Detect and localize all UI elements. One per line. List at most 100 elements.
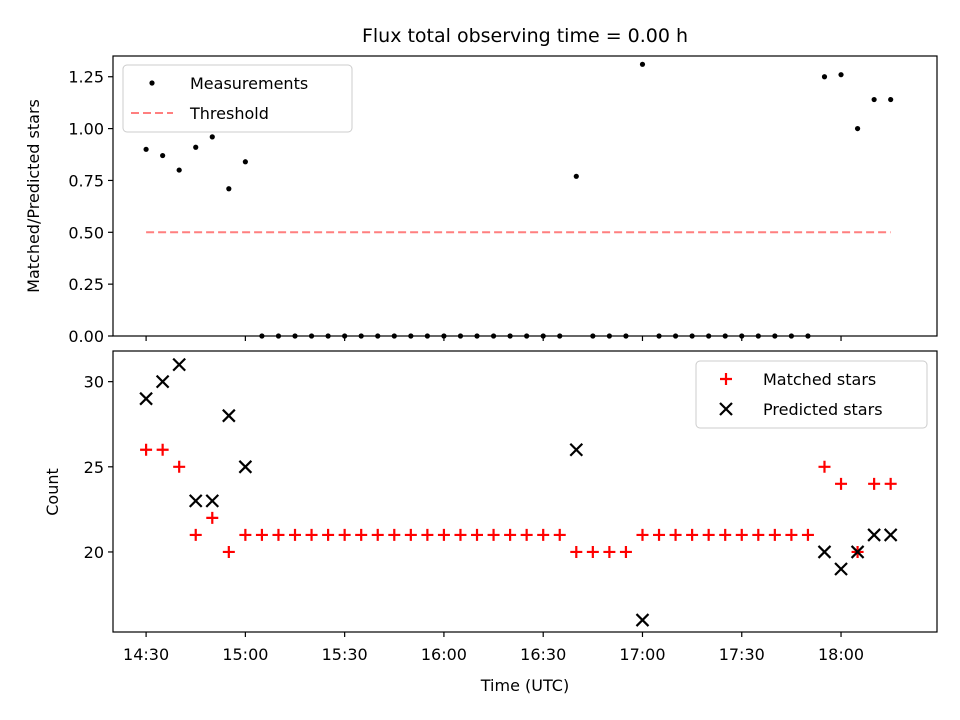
matched-star-point bbox=[603, 545, 616, 558]
bottom-legend-box bbox=[695, 360, 928, 429]
matched-star-point bbox=[735, 528, 748, 541]
matched-star-point bbox=[272, 528, 285, 541]
bottom-ytick-label: 20 bbox=[84, 543, 104, 562]
matched-star-point bbox=[520, 528, 533, 541]
matched-star-point bbox=[504, 528, 517, 541]
top-axes-frame bbox=[112, 55, 938, 337]
top-ytick-label: 0.75 bbox=[68, 171, 104, 190]
legend-measurements-marker bbox=[149, 80, 155, 86]
top-legend-box bbox=[122, 64, 353, 133]
matched-star-point bbox=[140, 443, 153, 456]
matched-star-point bbox=[421, 528, 434, 541]
matched-star-point bbox=[471, 528, 484, 541]
predicted-star-point bbox=[569, 442, 584, 457]
top-ytick-label: 1.25 bbox=[68, 68, 104, 87]
predicted-star-point bbox=[238, 460, 253, 474]
predicted-star-point bbox=[834, 562, 848, 576]
matched-star-point bbox=[156, 443, 169, 456]
matched-star-point bbox=[752, 528, 765, 541]
matched-star-point bbox=[289, 528, 302, 541]
matched-star-point bbox=[388, 528, 401, 541]
bottom-xtick-label: 17:30 bbox=[719, 645, 765, 664]
matched-star-point bbox=[222, 545, 235, 558]
matched-star-point bbox=[255, 528, 268, 541]
matched-star-point bbox=[636, 528, 649, 541]
measurement-point bbox=[209, 134, 215, 140]
predicted-star-point bbox=[222, 408, 236, 423]
matched-star-point bbox=[355, 528, 368, 541]
matched-star-point bbox=[537, 528, 550, 541]
predicted-star-point bbox=[155, 374, 170, 389]
predicted-star-point bbox=[817, 545, 832, 559]
matched-star-point bbox=[653, 528, 666, 541]
matched-star-point bbox=[586, 545, 599, 558]
measurement-point bbox=[573, 173, 579, 179]
predicted-star-point bbox=[850, 545, 865, 559]
measurement-point bbox=[871, 96, 877, 103]
predicted-star-point bbox=[188, 494, 203, 508]
matched-star-point bbox=[719, 528, 732, 541]
measurement-point bbox=[160, 152, 166, 159]
bottom-xtick-label: 15:00 bbox=[222, 645, 268, 664]
matched-star-point bbox=[239, 528, 252, 541]
bottom-xtick-label: 16:30 bbox=[520, 645, 566, 664]
bottom-xtick-label: 15:30 bbox=[322, 645, 368, 664]
measurement-point bbox=[888, 96, 894, 103]
matched-star-point bbox=[818, 460, 831, 473]
matched-star-point bbox=[868, 477, 881, 490]
matched-star-point bbox=[404, 528, 417, 541]
top-ytick-label: 0.50 bbox=[68, 223, 104, 242]
predicted-star-point bbox=[867, 528, 881, 542]
bottom-ytick-label: 30 bbox=[84, 373, 104, 392]
bottom-xtick-label: 16:00 bbox=[421, 645, 467, 664]
top-ylabel: Matched/Predicted stars bbox=[24, 99, 43, 293]
measurement-point bbox=[193, 144, 199, 150]
matched-star-point bbox=[884, 477, 897, 490]
bottom-xtick-label: 18:00 bbox=[818, 645, 864, 664]
matched-star-point bbox=[669, 528, 682, 541]
bottom-axes-frame bbox=[112, 350, 938, 633]
matched-star-point bbox=[702, 528, 715, 541]
legend-matched-label: Matched stars bbox=[763, 370, 876, 389]
measurement-point bbox=[639, 61, 646, 67]
top-legend: Measurements Threshold bbox=[122, 64, 353, 133]
matched-star-point bbox=[322, 528, 335, 541]
matched-star-point bbox=[686, 528, 699, 541]
matched-star-point bbox=[768, 528, 781, 541]
measurement-point bbox=[838, 72, 844, 78]
predicted-star-point bbox=[172, 357, 186, 372]
top-panel: 0.00 0.25 0.50 0.75 1.00 1.25 Matched/Predict… bbox=[24, 55, 938, 346]
bottom-xtick-label: 17:00 bbox=[619, 645, 665, 664]
matched-star-point bbox=[206, 511, 219, 524]
measurement-point bbox=[854, 125, 861, 132]
matched-star-point bbox=[454, 528, 467, 541]
measurement-point bbox=[226, 186, 232, 192]
legend-predicted-label: Predicted stars bbox=[763, 400, 883, 419]
matched-star-point bbox=[189, 528, 202, 541]
bottom-ytick-label: 25 bbox=[84, 458, 104, 477]
matched-star-point bbox=[553, 528, 566, 541]
matched-star-point bbox=[305, 528, 318, 541]
measurement-point bbox=[821, 74, 828, 80]
predicted-star-point bbox=[205, 494, 220, 508]
matched-star-point bbox=[619, 545, 632, 558]
matched-star-point bbox=[785, 528, 798, 541]
matched-star-point bbox=[371, 528, 384, 541]
matched-star-point bbox=[801, 528, 814, 541]
measurement-point bbox=[143, 146, 149, 152]
predicted-star-point bbox=[883, 528, 898, 542]
bottom-xtick-label: 14:30 bbox=[123, 645, 169, 664]
matched-star-point bbox=[338, 528, 351, 541]
bottom-legend: Matched stars Predicted stars bbox=[695, 360, 928, 429]
measurement-point bbox=[176, 167, 182, 173]
predicted-star-point bbox=[139, 391, 153, 406]
bottom-panel: 20 25 30 14:30 15:00 15:30 16:00 16:30 17:00 17:3… bbox=[43, 350, 938, 695]
bottom-xlabel: Time (UTC) bbox=[480, 676, 569, 695]
bottom-ylabel: Count bbox=[43, 468, 62, 516]
measurement-point bbox=[242, 159, 248, 165]
matched-star-point bbox=[173, 460, 186, 473]
top-ytick-label: 0.00 bbox=[68, 327, 104, 346]
legend-threshold-label: Threshold bbox=[189, 104, 269, 123]
top-ytick-label: 1.00 bbox=[68, 120, 104, 139]
